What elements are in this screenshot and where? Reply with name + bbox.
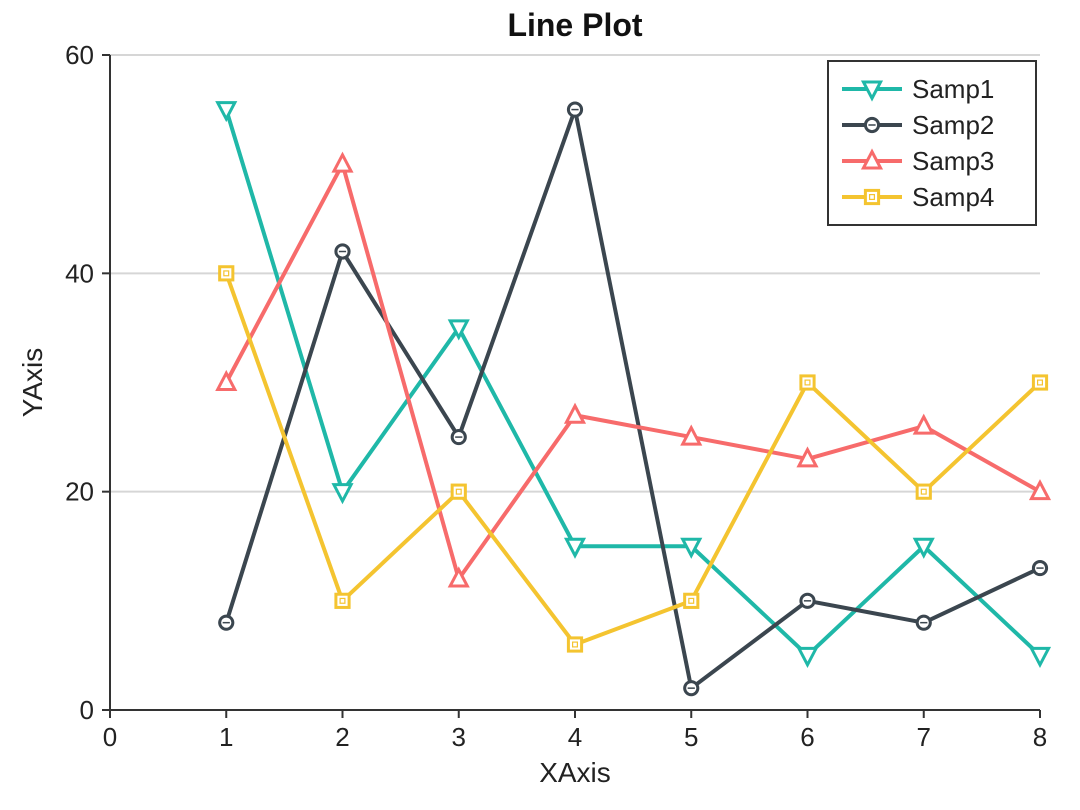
x-tick-label: 0	[103, 722, 117, 752]
x-tick-label: 6	[800, 722, 814, 752]
legend-label: Samp3	[912, 146, 994, 176]
x-tick-label: 5	[684, 722, 698, 752]
x-tick-label: 8	[1033, 722, 1047, 752]
legend-label: Samp4	[912, 182, 994, 212]
x-axis-label: XAxis	[539, 757, 611, 788]
legend-label: Samp1	[912, 74, 994, 104]
chart-title: Line Plot	[507, 7, 642, 43]
y-tick-label: 60	[65, 40, 94, 70]
y-axis-label: YAxis	[17, 348, 48, 418]
y-tick-label: 20	[65, 477, 94, 507]
chart-svg: 0 1 2 3 4 5 6 7 8 0 20 40 60 XAxis YAxis Line Plot Samp1…	[0, 0, 1080, 810]
y-tick-label: 40	[65, 258, 94, 288]
x-tick-label: 1	[219, 722, 233, 752]
line-chart: 0 1 2 3 4 5 6 7 8 0 20 40 60 XAxis YAxis Line Plot Samp1…	[0, 0, 1080, 810]
x-tick-label: 4	[568, 722, 582, 752]
y-tick-label: 0	[80, 695, 94, 725]
x-tick-label: 3	[452, 722, 466, 752]
x-tick-label: 7	[917, 722, 931, 752]
x-tick-label: 2	[335, 722, 349, 752]
legend-label: Samp2	[912, 110, 994, 140]
legend: Samp1 Samp2 Samp3 Samp4	[828, 61, 1036, 225]
